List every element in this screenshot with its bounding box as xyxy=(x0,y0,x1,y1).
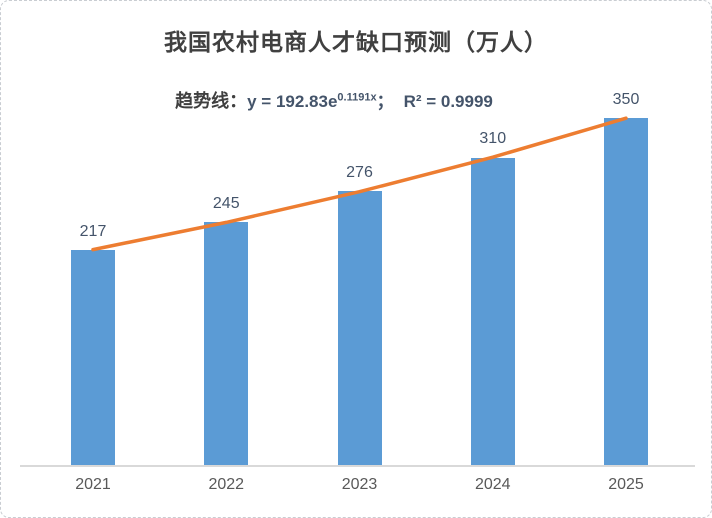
bar-value-label: 276 xyxy=(346,164,373,182)
bar-2024 xyxy=(470,157,515,465)
x-axis-label: 2024 xyxy=(474,476,511,493)
trendline-label-prefix: 趋势线： xyxy=(175,91,248,111)
bar-2021 xyxy=(71,249,115,465)
trendline-equation-label: 趋势线：y = 192.83e0.1191x； R² = 0.9999 xyxy=(1,87,711,113)
bar-2025 xyxy=(604,118,648,465)
bar-value-label: 350 xyxy=(612,91,640,108)
bar-value-label: 245 xyxy=(212,195,240,213)
bar-2023 xyxy=(337,191,382,465)
trendline-path xyxy=(91,116,628,252)
trendline-equation-separator: ； xyxy=(376,92,394,111)
bar-value-label: 310 xyxy=(479,130,507,148)
x-axis-label: 2022 xyxy=(208,476,245,493)
x-axis-label: 2023 xyxy=(341,476,378,493)
bar-value-label: 217 xyxy=(79,222,107,240)
trendline-equation-base: y = 192.83e xyxy=(247,92,338,111)
x-axis-label: 2025 xyxy=(608,476,644,493)
chart-title: 我国农村电商人才缺口预测（万人） xyxy=(164,29,548,55)
trendline-r-squared: R² = 0.9999 xyxy=(403,92,493,111)
x-axis-label: 2021 xyxy=(75,476,111,493)
bar-2022 xyxy=(204,222,249,465)
trendline-equation-exponent: 0.1191x xyxy=(337,91,377,104)
x-axis-line xyxy=(20,465,695,467)
